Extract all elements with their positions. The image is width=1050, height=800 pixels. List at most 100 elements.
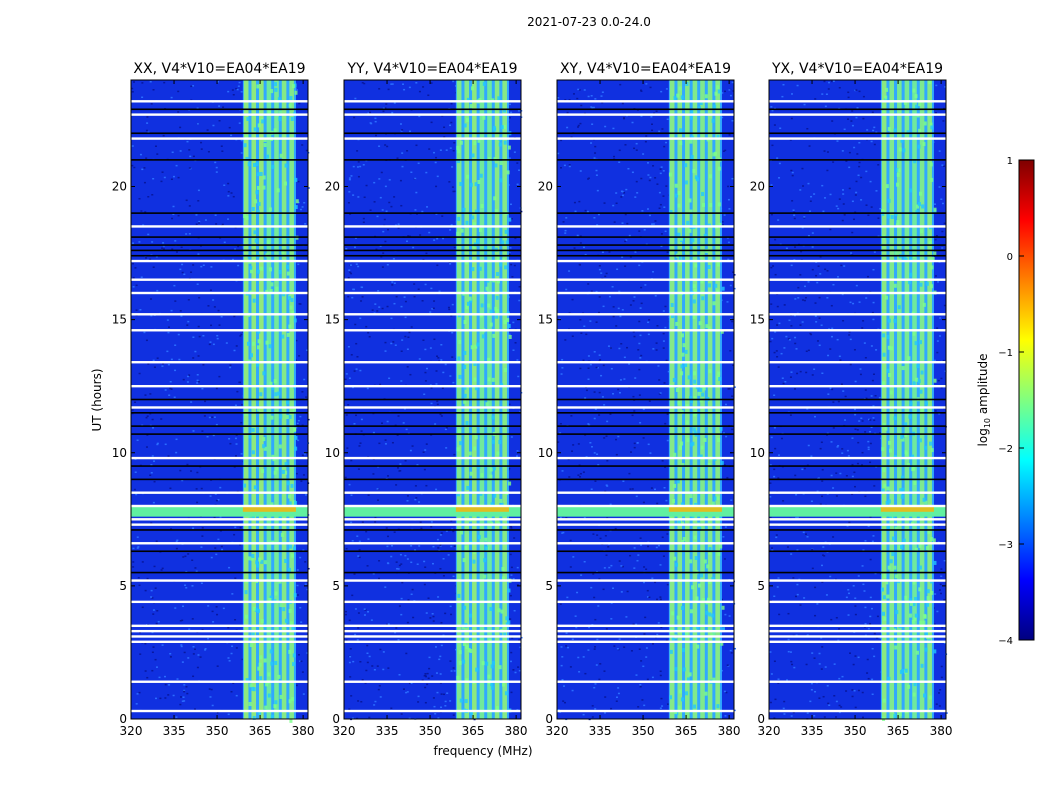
band-cell bbox=[689, 493, 693, 498]
band-cell bbox=[480, 204, 484, 209]
band-cell bbox=[273, 379, 277, 384]
noise-cell bbox=[508, 253, 511, 255]
noise-cell bbox=[356, 535, 359, 537]
noise-cell bbox=[439, 149, 442, 151]
noise-cell bbox=[853, 348, 856, 351]
noise-cell bbox=[200, 546, 203, 548]
noise-cell bbox=[138, 241, 141, 243]
plot-frame bbox=[130, 79, 309, 720]
noise-cell bbox=[451, 331, 454, 334]
noise-cell bbox=[402, 422, 405, 424]
noise-cell bbox=[854, 194, 857, 196]
band-cell bbox=[685, 404, 689, 409]
colorbar-gradient bbox=[1018, 159, 1035, 641]
band-cell bbox=[291, 626, 295, 631]
noise-cell bbox=[424, 371, 427, 374]
noise-cell bbox=[802, 185, 805, 187]
band-cell bbox=[461, 625, 465, 630]
noise-cell bbox=[792, 209, 795, 211]
noise-cell bbox=[190, 470, 193, 472]
noise-cell bbox=[373, 704, 376, 706]
noise-cell bbox=[359, 442, 362, 444]
noise-cell bbox=[399, 179, 402, 182]
noise-cell bbox=[597, 605, 600, 607]
noise-cell bbox=[153, 366, 156, 368]
band-cell bbox=[887, 318, 891, 323]
band-cell bbox=[469, 298, 473, 303]
noise-cell bbox=[851, 689, 854, 691]
noise-cell bbox=[770, 213, 773, 216]
band-cell bbox=[286, 400, 290, 405]
noise-cell bbox=[400, 204, 403, 207]
noise-cell bbox=[646, 162, 649, 164]
band-cell bbox=[478, 98, 482, 103]
noise-cell bbox=[356, 150, 359, 152]
band-cell bbox=[925, 281, 929, 286]
noise-cell bbox=[214, 214, 217, 216]
flagged-row-white bbox=[769, 225, 946, 228]
noise-cell bbox=[638, 230, 641, 232]
noise-cell bbox=[300, 480, 303, 482]
band-cell bbox=[721, 627, 725, 632]
band-cell bbox=[888, 372, 892, 377]
noise-cell bbox=[596, 453, 599, 456]
flagged-row-white bbox=[557, 361, 734, 364]
noise-cell bbox=[607, 546, 610, 548]
noise-cell bbox=[391, 281, 394, 283]
noise-cell bbox=[307, 187, 310, 189]
noise-cell bbox=[139, 308, 142, 311]
noise-cell bbox=[509, 203, 512, 206]
noise-cell bbox=[780, 352, 783, 355]
noise-cell bbox=[935, 703, 938, 705]
band-cell bbox=[898, 147, 902, 152]
noise-cell bbox=[836, 446, 839, 448]
noise-cell bbox=[873, 126, 876, 129]
noise-cell bbox=[612, 127, 615, 130]
noise-cell bbox=[611, 286, 614, 288]
noise-cell bbox=[297, 263, 300, 266]
band-cell bbox=[906, 130, 910, 135]
noise-cell bbox=[407, 336, 410, 339]
noise-cell bbox=[406, 495, 409, 497]
noise-cell bbox=[169, 652, 172, 655]
noise-cell bbox=[404, 554, 407, 557]
noise-cell bbox=[565, 288, 568, 291]
band-cell bbox=[675, 321, 679, 326]
band-cell bbox=[882, 108, 886, 113]
noise-cell bbox=[353, 246, 356, 248]
noise-cell bbox=[576, 591, 579, 594]
noise-cell bbox=[231, 258, 234, 261]
noise-cell bbox=[386, 305, 389, 308]
noise-cell bbox=[295, 339, 298, 342]
noise-cell bbox=[432, 697, 435, 699]
noise-cell bbox=[600, 272, 603, 274]
noise-cell bbox=[139, 653, 142, 655]
noise-cell bbox=[444, 428, 447, 431]
band-cell bbox=[678, 256, 682, 261]
band-cell bbox=[903, 255, 907, 260]
noise-cell bbox=[849, 363, 852, 366]
noise-cell bbox=[585, 456, 588, 458]
y-tick-label: 10 bbox=[750, 446, 765, 460]
noise-cell bbox=[418, 358, 421, 360]
noise-cell bbox=[604, 125, 607, 128]
flagged-row-black bbox=[557, 433, 734, 435]
noise-cell bbox=[446, 692, 449, 694]
noise-cell bbox=[347, 295, 350, 298]
noise-cell bbox=[618, 347, 621, 350]
noise-cell bbox=[810, 195, 813, 198]
noise-cell bbox=[424, 283, 427, 286]
noise-cell bbox=[348, 269, 351, 271]
noise-cell bbox=[648, 179, 651, 182]
band-cell bbox=[289, 305, 293, 310]
noise-cell bbox=[175, 547, 178, 550]
noise-cell bbox=[413, 283, 416, 285]
noise-cell bbox=[301, 206, 304, 208]
band-cell bbox=[890, 346, 894, 351]
noise-cell bbox=[624, 265, 627, 267]
band-cell bbox=[924, 647, 928, 652]
band-cell bbox=[505, 616, 509, 621]
band-cell bbox=[677, 190, 681, 195]
noise-cell bbox=[396, 567, 399, 570]
band-cell bbox=[465, 305, 469, 310]
